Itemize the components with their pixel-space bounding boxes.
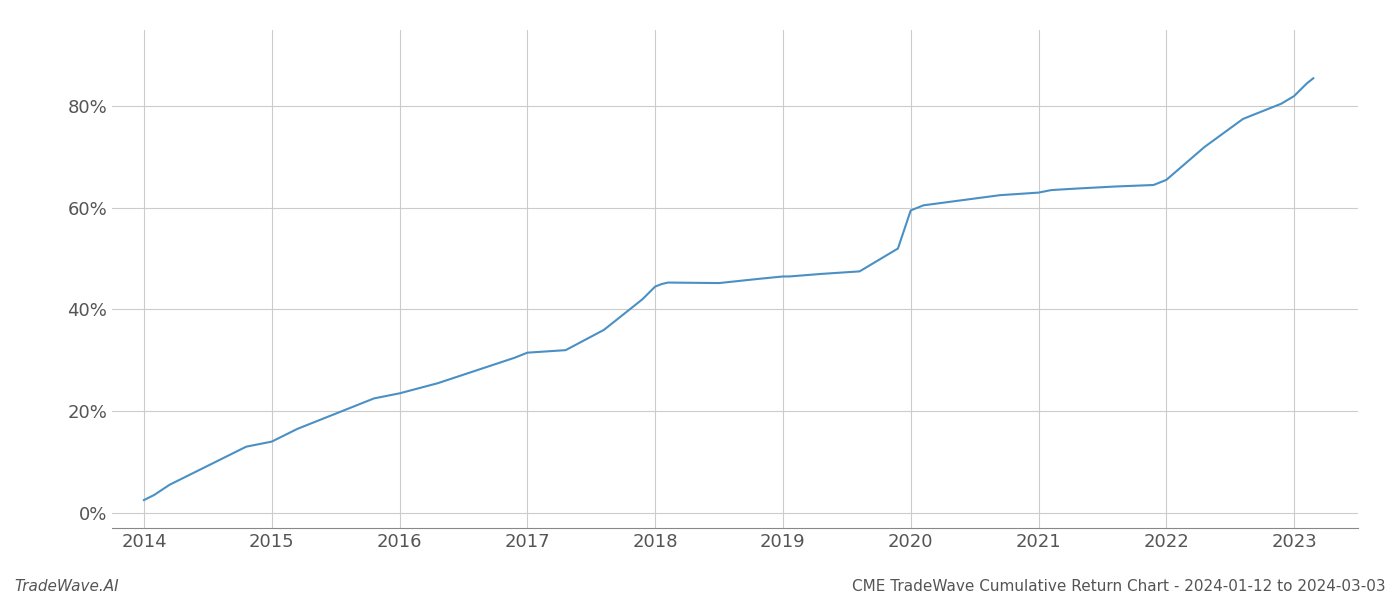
Text: CME TradeWave Cumulative Return Chart - 2024-01-12 to 2024-03-03: CME TradeWave Cumulative Return Chart - … <box>853 579 1386 594</box>
Text: TradeWave.AI: TradeWave.AI <box>14 579 119 594</box>
